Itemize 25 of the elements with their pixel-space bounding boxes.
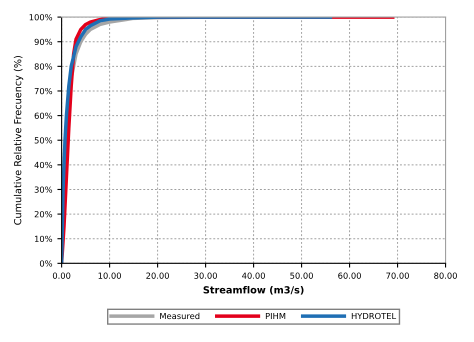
y-tick-label: 20% <box>34 211 52 218</box>
x-tick-label: 10.00 <box>98 272 121 279</box>
y-axis-title: Cumulative Relative Frecuency (%) <box>14 56 24 225</box>
y-tick-label: 100% <box>30 14 52 20</box>
y-tick-label: 40% <box>34 162 52 168</box>
x-tick-label: 30.00 <box>194 272 217 279</box>
y-tick-label: 60% <box>34 112 52 119</box>
x-tick-label: 20.00 <box>146 272 169 279</box>
x-axis-title: Streamflow (m3/s) <box>204 286 304 295</box>
y-tick-label: 90% <box>34 38 52 46</box>
legend-label: Measured <box>160 312 200 320</box>
x-tick-label: 70.00 <box>386 272 409 279</box>
y-tick-label: 10% <box>34 236 52 242</box>
x-tick-label: 0.00 <box>52 272 70 279</box>
legend-label: PIHM <box>266 312 286 320</box>
x-tick-label: 50.00 <box>290 272 313 279</box>
y-tick-label: 30% <box>34 186 52 193</box>
x-tick-label: 80.00 <box>434 272 457 279</box>
legend-label: HYDROTEL <box>352 312 396 320</box>
y-tick-label: 70% <box>34 88 52 94</box>
x-tick-label: 60.00 <box>338 272 361 279</box>
x-tick-label: 40.00 <box>242 272 265 279</box>
y-tick-label: 80% <box>34 63 52 70</box>
y-tick-label: 50% <box>34 137 52 144</box>
y-tick-label: 0% <box>40 260 52 267</box>
